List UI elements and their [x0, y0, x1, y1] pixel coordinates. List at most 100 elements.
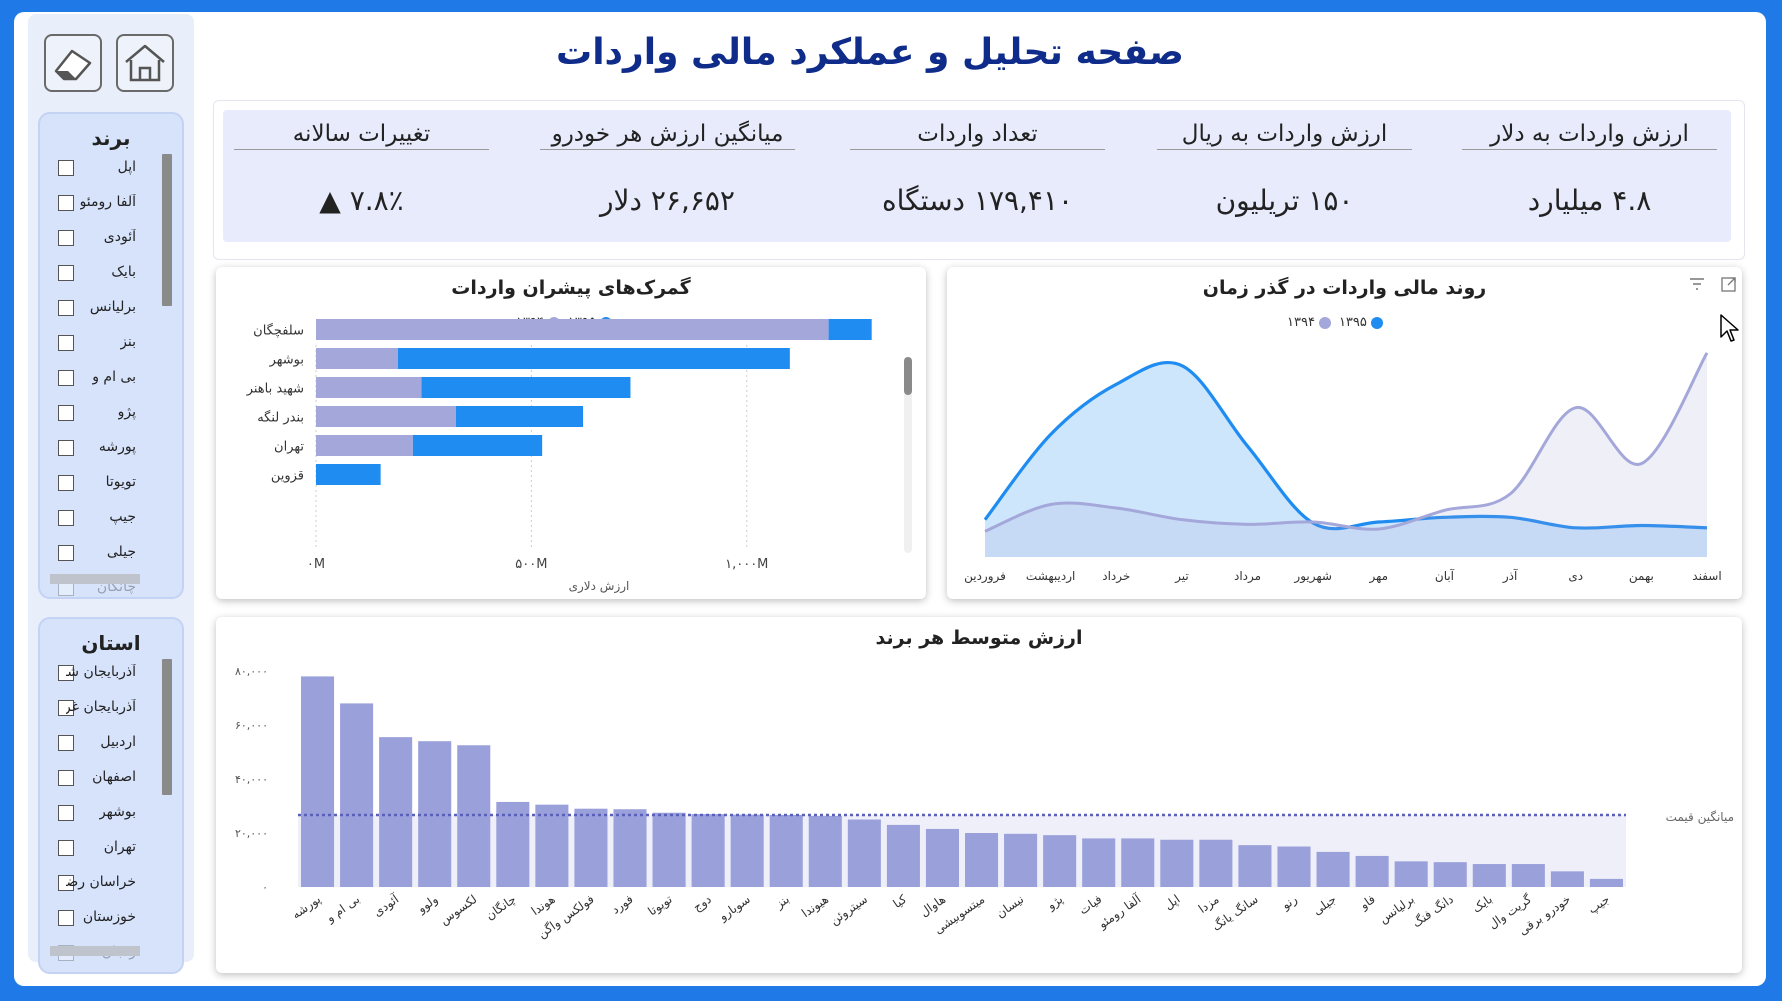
province-slicer-checkbox[interactable]: [58, 665, 74, 681]
brand-bar[interactable]: [1082, 838, 1116, 887]
province-slicer-checkbox[interactable]: [58, 840, 74, 856]
brand-bar[interactable]: [574, 808, 608, 887]
bar-1394[interactable]: [316, 406, 456, 427]
brand-bar[interactable]: [1004, 833, 1038, 887]
brand-avg-chart-card[interactable]: ارزش متوسط هر برند ۰ ۲۰,۰۰۰ ۴۰,۰۰۰ ۶۰,۰۰۰ ۸۰…: [216, 617, 1742, 973]
brand-slicer-checkbox[interactable]: [58, 510, 74, 526]
customs-chart-scrollbar[interactable]: [904, 357, 912, 553]
province-slicer-checkbox[interactable]: [58, 875, 74, 891]
clear-filters-button[interactable]: [44, 34, 102, 92]
brand-bar[interactable]: [1511, 864, 1545, 887]
brand-slicer-item-label[interactable]: آلفا رومئو: [79, 194, 136, 210]
brand-slicer[interactable]: برند اپل آلفا رومئو آئودی بایک برلیانس بنز بی …: [38, 112, 184, 599]
brand-bar[interactable]: [1355, 855, 1389, 887]
brand-slicer-checkbox[interactable]: [58, 370, 74, 386]
brand-bar[interactable]: [1472, 864, 1506, 887]
brand-slicer-checkbox[interactable]: [58, 195, 74, 211]
brand-slicer-checkbox[interactable]: [58, 265, 74, 281]
brand-bar[interactable]: [1199, 839, 1233, 887]
brand-bar[interactable]: [418, 741, 452, 887]
province-slicer-item-label[interactable]: آذربایجان غربی: [66, 699, 136, 715]
customs-chart-card[interactable]: گمرک‌های پیشران واردات ۱۳۹۵ ۱۳۹۴ ۰M۵۰۰M۱…: [216, 267, 926, 599]
province-slicer-item-label[interactable]: اصفهان: [92, 769, 136, 785]
brand-bar[interactable]: [1316, 851, 1350, 887]
brand-bar[interactable]: [301, 676, 335, 887]
brand-slicer-checkbox[interactable]: [58, 230, 74, 246]
province-slicer[interactable]: استان آذربایجان شرقی آذربایجان غربی اردبیل…: [38, 617, 184, 974]
brand-bar[interactable]: [965, 833, 999, 887]
brand-slicer-checkbox[interactable]: [58, 475, 74, 491]
brand-slicer-hscroll[interactable]: [50, 574, 140, 584]
province-slicer-item-label[interactable]: بوشهر: [98, 804, 136, 820]
brand-bar[interactable]: [730, 814, 764, 887]
brand-bar[interactable]: [1238, 845, 1272, 887]
brand-slicer-checkbox[interactable]: [58, 335, 74, 351]
brand-slicer-item-label[interactable]: اپل: [117, 159, 136, 175]
focus-mode-icon[interactable]: [1720, 275, 1738, 293]
brand-bar[interactable]: [1394, 861, 1428, 887]
province-slicer-checkbox[interactable]: [58, 805, 74, 821]
bar-1394[interactable]: [316, 348, 398, 369]
brand-bar[interactable]: [1433, 862, 1467, 887]
home-button[interactable]: [116, 34, 174, 92]
province-slicer-checkbox[interactable]: [58, 735, 74, 751]
province-slicer-item-label[interactable]: خراسان رضوی: [66, 874, 136, 890]
brand-bar[interactable]: [340, 703, 374, 887]
brand-slicer-item-label[interactable]: بنز: [120, 334, 136, 350]
brand-bar[interactable]: [1589, 878, 1623, 887]
brand-bar[interactable]: [1043, 835, 1077, 887]
brand-bar[interactable]: [1550, 871, 1584, 887]
brand-slicer-checkbox[interactable]: [58, 160, 74, 176]
province-slicer-item-label[interactable]: اردبیل: [100, 734, 136, 750]
brand-slicer-item-label[interactable]: بایک: [111, 264, 136, 280]
brand-bar[interactable]: [535, 804, 569, 887]
bar-1394[interactable]: [316, 377, 422, 398]
bar-1395[interactable]: [412, 435, 543, 456]
brand-bar[interactable]: [1160, 839, 1194, 887]
brand-bar[interactable]: [652, 812, 686, 887]
province-slicer-item-label[interactable]: آذربایجان شرقی: [66, 664, 136, 680]
bar-1394[interactable]: [316, 435, 413, 456]
brand-slicer-checkbox[interactable]: [58, 545, 74, 561]
brand-slicer-item-label[interactable]: برلیانس: [89, 299, 136, 315]
brand-slicer-scrollbar[interactable]: [162, 154, 172, 306]
province-slicer-item-label[interactable]: خوزستان: [82, 909, 136, 925]
brand-slicer-item-label[interactable]: پورشه: [98, 439, 136, 455]
filter-icon[interactable]: [1687, 275, 1707, 293]
bar-1395[interactable]: [828, 319, 872, 340]
brand-bar[interactable]: [808, 815, 842, 887]
brand-slicer-checkbox[interactable]: [58, 405, 74, 421]
brand-bar[interactable]: [691, 814, 725, 887]
brand-bar[interactable]: [847, 819, 881, 888]
trend-chart-card[interactable]: روند مالی واردات در گذر زمان ۱۳۹۵ ۱۳۹۴ ف…: [947, 267, 1742, 599]
brand-bar[interactable]: [925, 828, 959, 887]
brand-slicer-checkbox[interactable]: [58, 440, 74, 456]
brand-bar[interactable]: [886, 824, 920, 887]
province-slicer-checkbox[interactable]: [58, 770, 74, 786]
brand-slicer-item-label[interactable]: آئودی: [103, 229, 136, 245]
brand-bar[interactable]: [613, 809, 647, 887]
brand-bar[interactable]: [379, 737, 413, 887]
brand-slicer-checkbox[interactable]: [58, 300, 74, 316]
brand-bar[interactable]: [1121, 838, 1155, 887]
brand-slicer-item-label[interactable]: جیلی: [106, 544, 136, 560]
brand-slicer-item-label[interactable]: بی ام و: [92, 369, 136, 385]
bar-1394[interactable]: [316, 319, 829, 340]
bar-1395[interactable]: [421, 377, 631, 398]
brand-bar[interactable]: [769, 814, 803, 887]
province-slicer-item-label[interactable]: تهران: [103, 839, 136, 855]
brand-bar[interactable]: [496, 801, 530, 887]
brand-slicer-item-label[interactable]: پژو: [117, 404, 136, 420]
bar-1395[interactable]: [397, 348, 790, 369]
province-slicer-scrollbar[interactable]: [162, 659, 172, 795]
bar-1395[interactable]: [456, 406, 584, 427]
brand-slicer-item-label[interactable]: تویوتا: [105, 474, 136, 490]
province-slicer-checkbox[interactable]: [58, 910, 74, 926]
province-slicer-checkbox[interactable]: [58, 700, 74, 716]
customs-chart-title: گمرک‌های پیشران واردات: [451, 277, 691, 299]
province-slicer-hscroll[interactable]: [50, 946, 140, 956]
brand-bar[interactable]: [1277, 846, 1311, 888]
customs-chart-scroll-thumb[interactable]: [904, 357, 912, 395]
brand-slicer-item-label[interactable]: جیپ: [109, 509, 136, 525]
bar-1395[interactable]: [316, 464, 381, 485]
